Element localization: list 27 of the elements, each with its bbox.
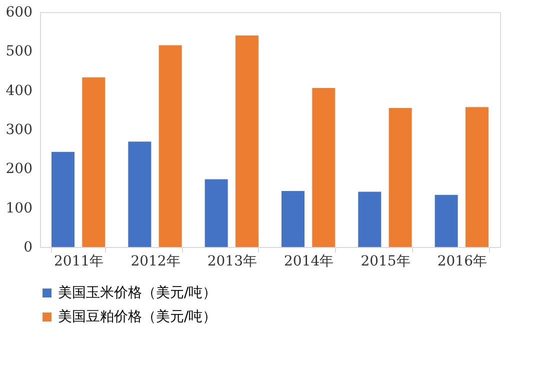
y-tick-label: 0 [24,240,32,256]
bar [312,88,336,247]
x-tick-label: 2013年 [207,254,257,270]
x-tick-label: 2016年 [437,254,487,270]
x-tick-label: 2012年 [130,254,180,270]
bar [158,45,182,247]
legend-label: 美国玉米价格（美元/吨） [58,285,217,301]
y-tick-label: 500 [6,44,32,60]
bar [388,108,412,247]
bar [434,194,458,247]
bar [236,36,258,247]
bar [282,190,304,247]
y-tick-label: 400 [6,82,32,99]
legend-label: 美国豆粕价格（美元/吨） [58,309,217,325]
y-tick-label: 600 [6,4,32,20]
y-tick-label: 100 [6,200,32,216]
bar [52,152,74,247]
bar [204,179,228,247]
x-tick-label: 2011年 [54,254,104,270]
bar [466,107,488,247]
bar [82,77,106,247]
bar [358,192,382,247]
y-tick-label: 200 [6,161,32,178]
x-tick-label: 2015年 [360,254,410,270]
bar [128,142,152,247]
x-tick-label: 2014年 [284,254,334,270]
y-tick-label: 300 [6,122,32,138]
